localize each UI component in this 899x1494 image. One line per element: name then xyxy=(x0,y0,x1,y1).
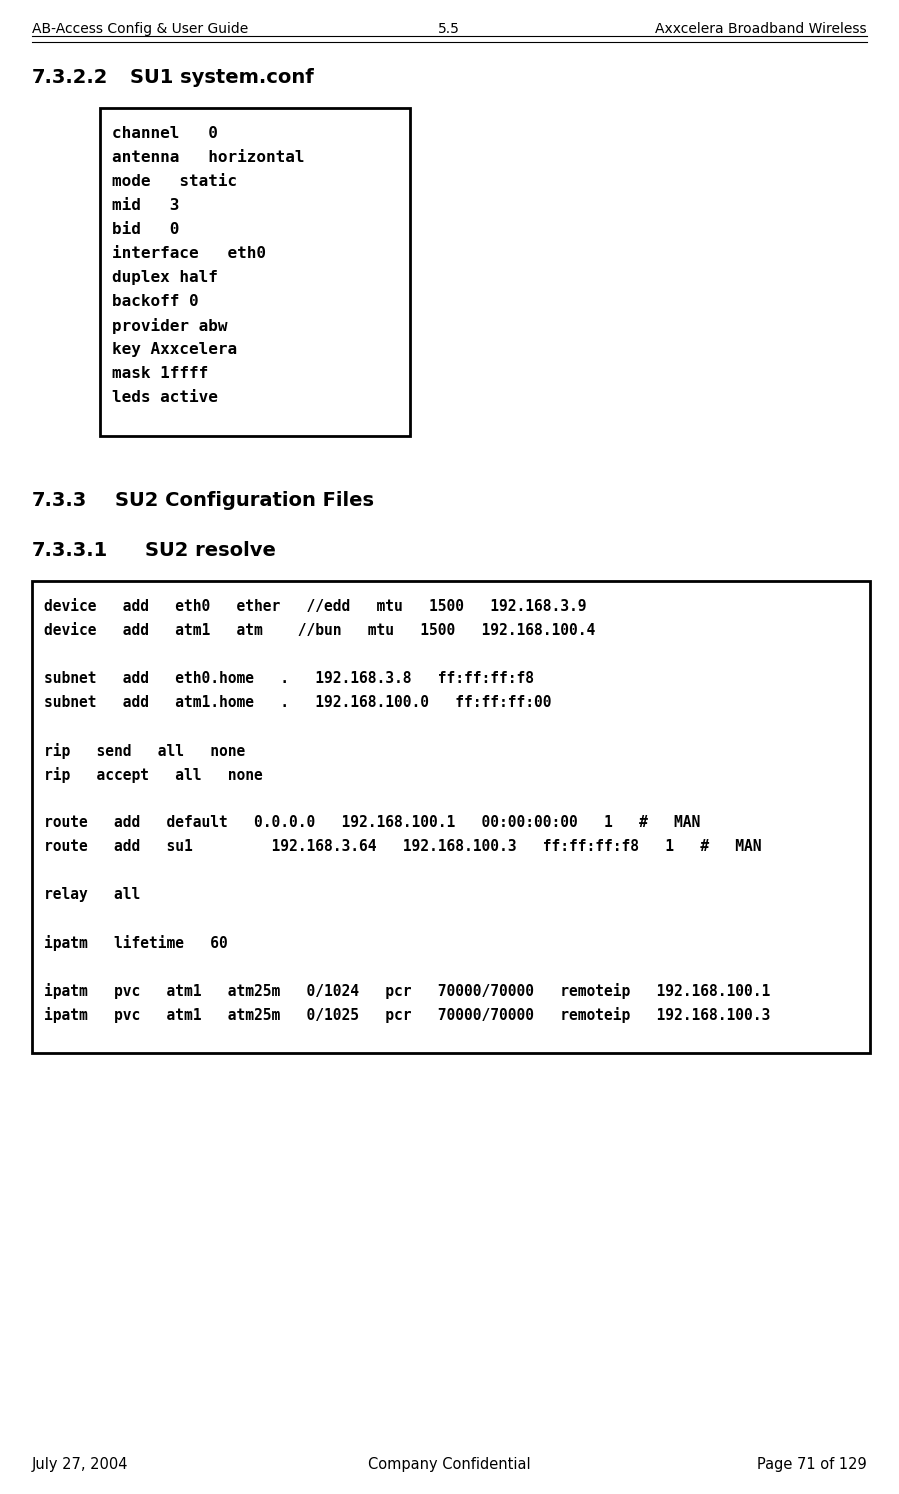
Text: ipatm   pvc   atm1   atm25m   0/1024   pcr   70000/70000   remoteip   192.168.10: ipatm pvc atm1 atm25m 0/1024 pcr 70000/7… xyxy=(44,983,770,999)
Text: July 27, 2004: July 27, 2004 xyxy=(32,1457,129,1472)
Text: mode   static: mode static xyxy=(112,173,237,190)
Text: device   add   atm1   atm    //bun   mtu   1500   192.168.100.4: device add atm1 atm //bun mtu 1500 192.1… xyxy=(44,623,595,638)
Text: rip   accept   all   none: rip accept all none xyxy=(44,766,263,783)
Text: interface   eth0: interface eth0 xyxy=(112,247,266,261)
Text: SU2 Configuration Files: SU2 Configuration Files xyxy=(115,492,374,509)
Text: 5.5: 5.5 xyxy=(438,22,460,36)
FancyBboxPatch shape xyxy=(32,581,870,1053)
Text: backoff 0: backoff 0 xyxy=(112,294,199,309)
Text: key Axxcelera: key Axxcelera xyxy=(112,342,237,357)
Text: ipatm   lifetime   60: ipatm lifetime 60 xyxy=(44,935,227,952)
Text: AB-Access Config & User Guide: AB-Access Config & User Guide xyxy=(32,22,248,36)
Text: Page 71 of 129: Page 71 of 129 xyxy=(757,1457,867,1472)
Text: antenna   horizontal: antenna horizontal xyxy=(112,149,305,164)
Text: device   add   eth0   ether   //edd   mtu   1500   192.168.3.9: device add eth0 ether //edd mtu 1500 192… xyxy=(44,599,586,614)
Text: relay   all: relay all xyxy=(44,887,140,902)
Text: leds active: leds active xyxy=(112,390,218,405)
Text: subnet   add   atm1.home   .   192.168.100.0   ff:ff:ff:00: subnet add atm1.home . 192.168.100.0 ff:… xyxy=(44,695,551,710)
Text: 7.3.2.2: 7.3.2.2 xyxy=(32,69,109,87)
Text: mid   3: mid 3 xyxy=(112,199,180,214)
Text: route   add   su1         192.168.3.64   192.168.100.3   ff:ff:ff:f8   1   #   M: route add su1 192.168.3.64 192.168.100.3… xyxy=(44,840,761,855)
Text: mask 1ffff: mask 1ffff xyxy=(112,366,209,381)
Text: SU1 system.conf: SU1 system.conf xyxy=(130,69,314,87)
Text: rip   send   all   none: rip send all none xyxy=(44,743,245,759)
Text: Company Confidential: Company Confidential xyxy=(368,1457,530,1472)
Text: 7.3.3: 7.3.3 xyxy=(32,492,87,509)
Text: Axxcelera Broadband Wireless: Axxcelera Broadband Wireless xyxy=(655,22,867,36)
Text: duplex half: duplex half xyxy=(112,270,218,285)
Text: ipatm   pvc   atm1   atm25m   0/1025   pcr   70000/70000   remoteip   192.168.10: ipatm pvc atm1 atm25m 0/1025 pcr 70000/7… xyxy=(44,1007,770,1023)
FancyBboxPatch shape xyxy=(100,108,410,436)
Text: SU2 resolve: SU2 resolve xyxy=(145,541,276,560)
Text: subnet   add   eth0.home   .   192.168.3.8   ff:ff:ff:f8: subnet add eth0.home . 192.168.3.8 ff:ff… xyxy=(44,671,534,686)
Text: channel   0: channel 0 xyxy=(112,125,218,140)
Text: route   add   default   0.0.0.0   192.168.100.1   00:00:00:00   1   #   MAN: route add default 0.0.0.0 192.168.100.1 … xyxy=(44,816,700,831)
Text: 7.3.3.1: 7.3.3.1 xyxy=(32,541,108,560)
Text: provider abw: provider abw xyxy=(112,318,227,335)
Text: bid   0: bid 0 xyxy=(112,223,180,238)
